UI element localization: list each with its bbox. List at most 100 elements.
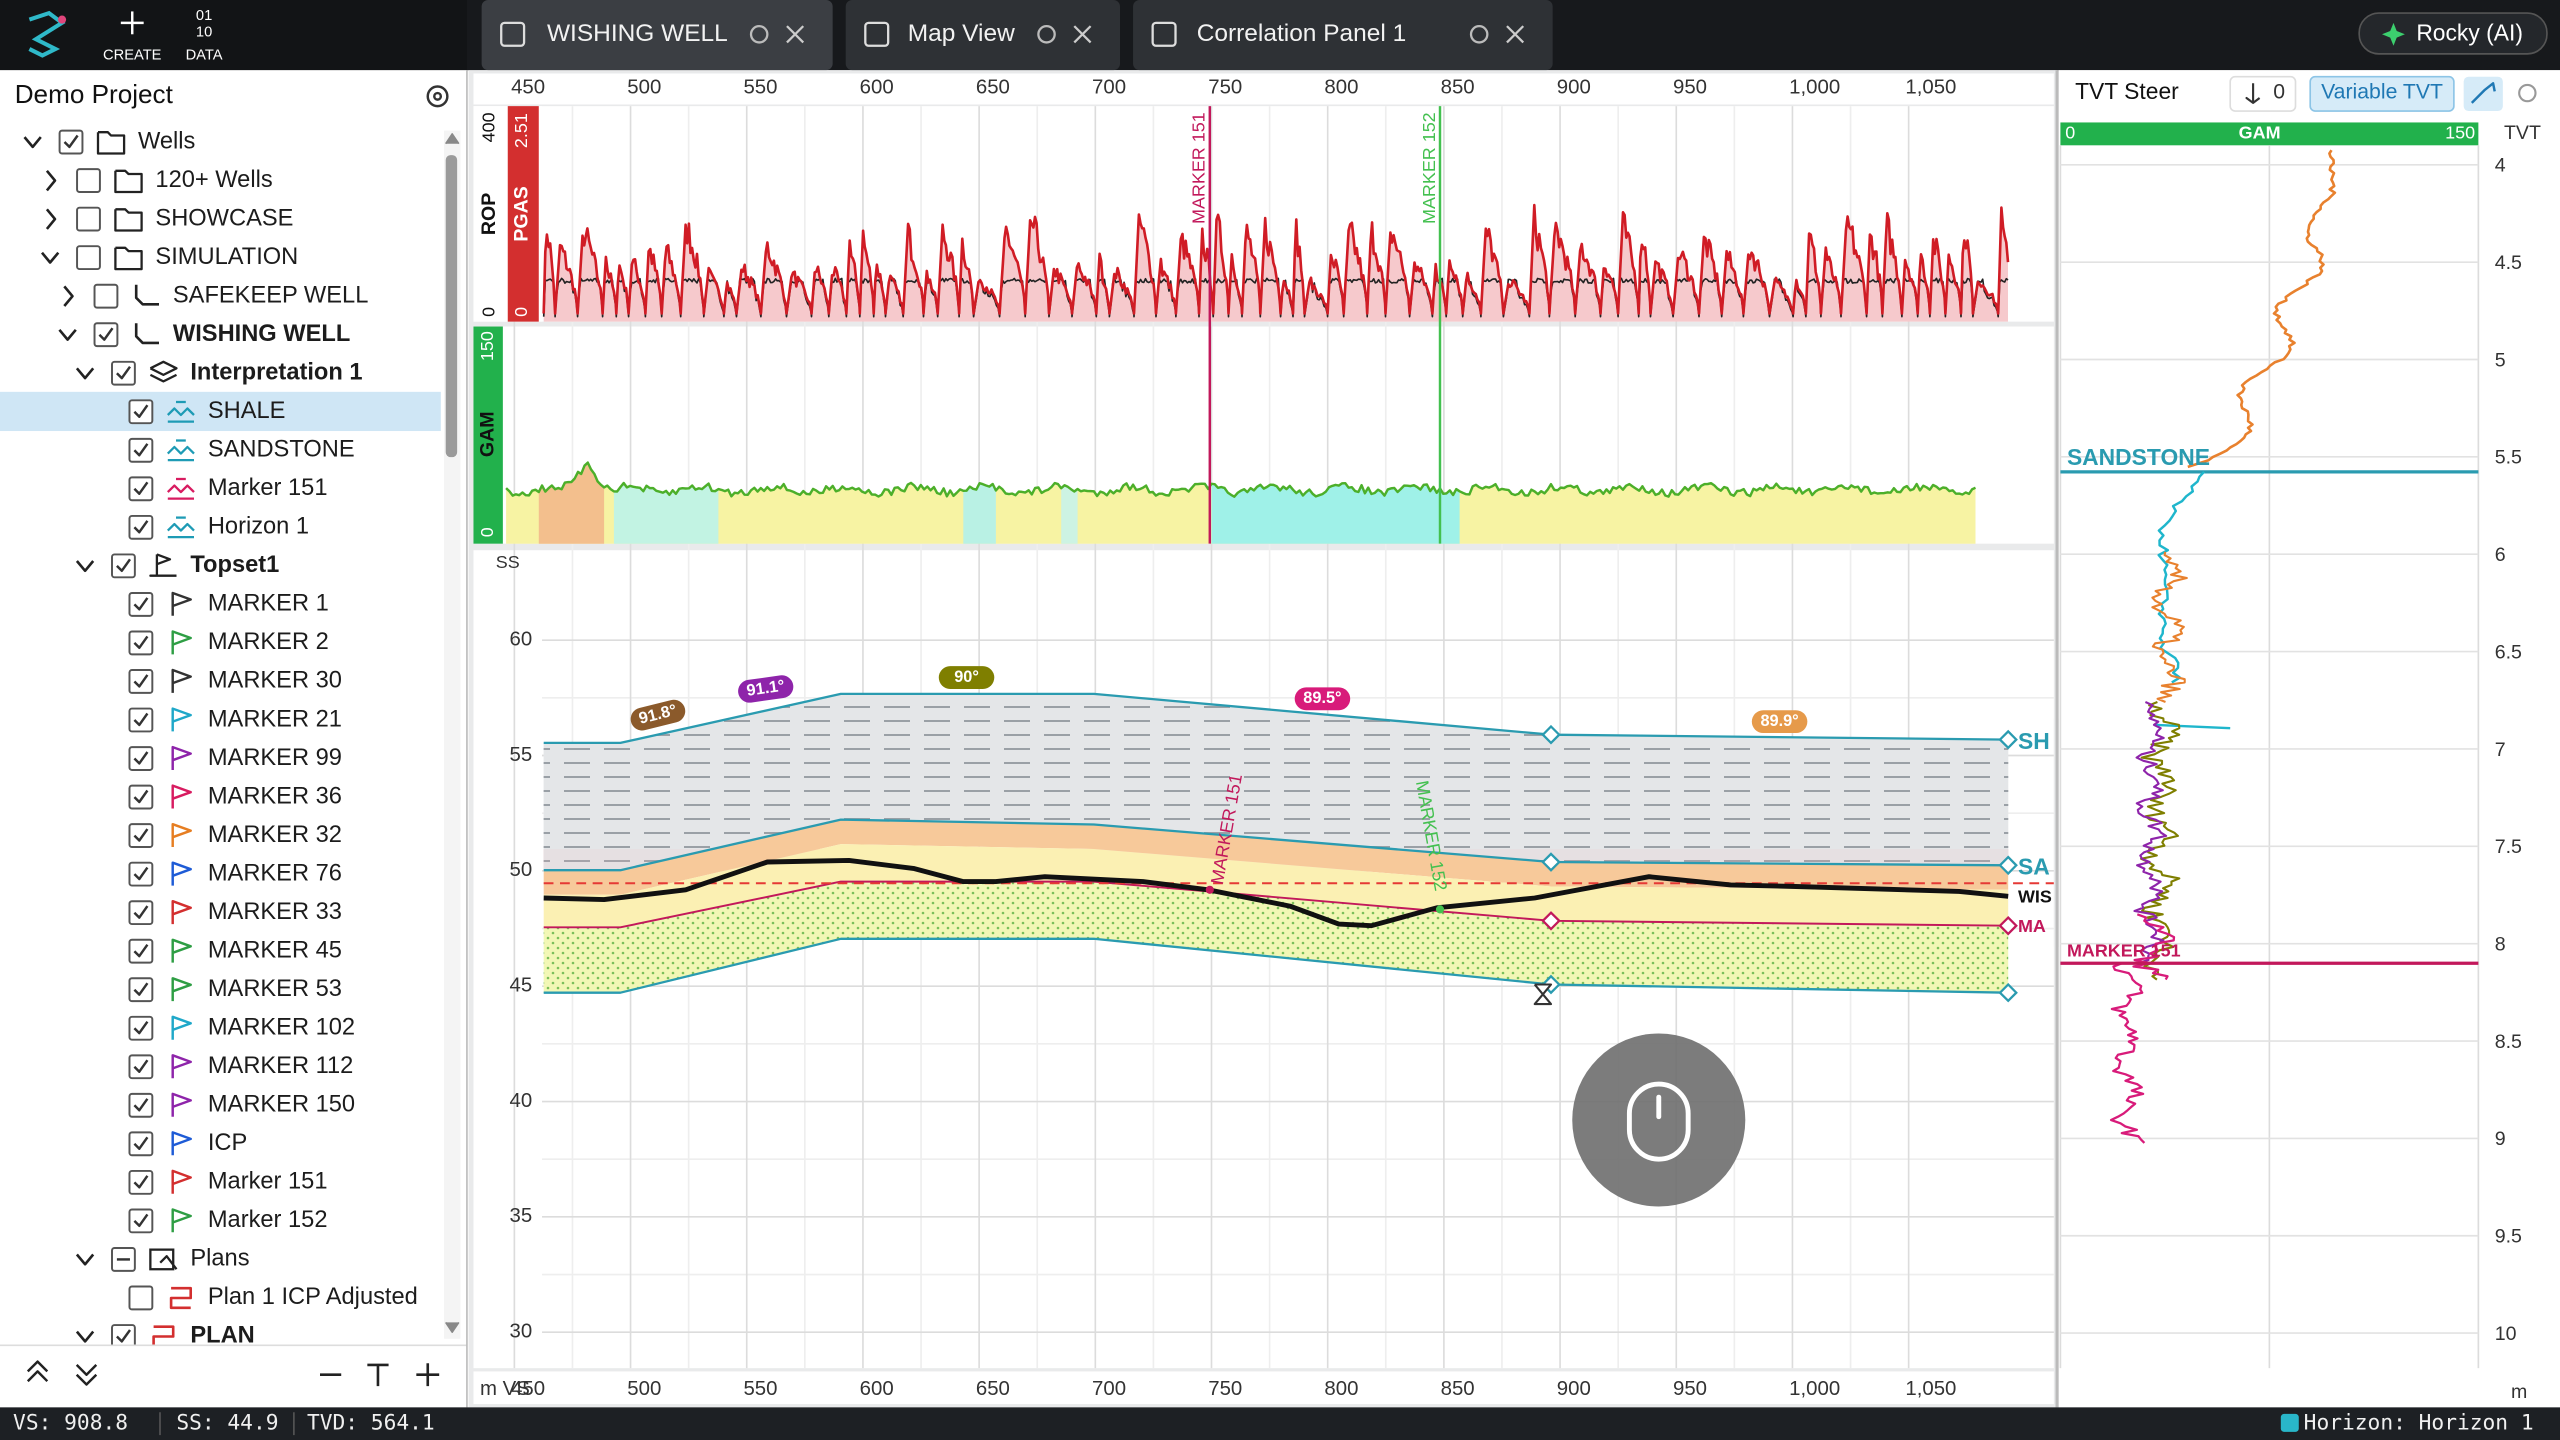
tree-item[interactable]: PLAN	[190, 1323, 254, 1349]
tree-checkbox[interactable]	[128, 630, 154, 656]
dip-pill[interactable]: 89.9°	[1751, 710, 1808, 734]
pick-tool[interactable]	[2463, 76, 2503, 112]
tree-checkbox[interactable]	[76, 245, 101, 271]
tree-checkbox[interactable]	[128, 1054, 154, 1080]
tree-chevron[interactable]	[63, 285, 74, 307]
data-button[interactable]: DATA	[186, 47, 223, 63]
app-logo[interactable]	[28, 10, 66, 58]
tree-item[interactable]: MARKER 99	[208, 745, 342, 771]
tree-item[interactable]: SIMULATION	[155, 244, 298, 270]
tree-checkbox[interactable]	[128, 514, 154, 540]
tree-chevron[interactable]	[45, 208, 57, 230]
control-point[interactable]	[1998, 915, 2018, 936]
tree-item[interactable]: SAFEKEEP WELL	[173, 282, 368, 308]
tree-checkbox[interactable]	[128, 977, 154, 1003]
tree-item[interactable]: SANDSTONE	[208, 437, 355, 463]
tree-item[interactable]: Marker 152	[208, 1207, 328, 1233]
tab-settings[interactable]	[749, 24, 769, 44]
tree-checkbox[interactable]	[93, 283, 119, 309]
ai-button[interactable]	[2358, 12, 2548, 55]
tab[interactable]	[1133, 0, 1553, 71]
create-button[interactable]: CREATE	[103, 47, 162, 63]
tree-chevron[interactable]	[58, 328, 77, 341]
tree-chevron[interactable]	[23, 136, 42, 149]
tree-checkbox[interactable]	[58, 129, 84, 155]
tree-item[interactable]: Topset1	[190, 552, 279, 578]
tree-checkbox[interactable]	[128, 707, 154, 733]
tree-item[interactable]: Plan 1 ICP Adjusted	[208, 1284, 418, 1310]
tree-item[interactable]: Horizon 1	[208, 514, 309, 540]
dip-pill[interactable]: 89.5°	[1294, 687, 1351, 711]
tree-checkbox[interactable]	[128, 437, 154, 463]
tab[interactable]	[481, 0, 833, 71]
tree-checkbox[interactable]	[128, 592, 154, 617]
tree-item[interactable]: MARKER 53	[208, 976, 342, 1002]
tree-item[interactable]: 120+ Wells	[155, 167, 272, 193]
mode-button[interactable]	[2309, 75, 2455, 112]
tree-checkbox[interactable]	[128, 746, 154, 771]
tree-checkbox[interactable]	[128, 1092, 154, 1118]
tree-item[interactable]: MARKER 2	[208, 629, 329, 655]
tab-title[interactable]: WISHING WELL	[547, 20, 728, 47]
tab-title[interactable]: Map View	[908, 20, 1015, 47]
tree-checkbox[interactable]	[128, 938, 154, 964]
tree-item[interactable]: Marker 151	[208, 475, 328, 501]
tree-checkbox[interactable]	[111, 553, 136, 579]
mode-button-label[interactable]: Variable TVT	[2321, 81, 2443, 104]
tree-item[interactable]: MARKER 150	[208, 1092, 355, 1118]
tree-checkbox[interactable]	[128, 784, 154, 810]
tree-checkbox[interactable]	[76, 168, 101, 193]
control-point[interactable]	[1541, 911, 1561, 931]
dip-pill[interactable]: 91.1°	[737, 674, 795, 704]
tree-chevron[interactable]	[45, 169, 57, 192]
tree-checkbox[interactable]	[128, 399, 154, 425]
control-point[interactable]	[1541, 724, 1561, 745]
tree-chevron[interactable]	[40, 251, 60, 264]
tree-item[interactable]: SHALE	[208, 398, 286, 424]
tree-checkbox[interactable]	[128, 669, 154, 694]
tree-item[interactable]: MARKER 21	[208, 706, 342, 732]
tree-checkbox[interactable]	[128, 1015, 154, 1041]
tree-item[interactable]: Wells	[138, 128, 195, 154]
control-point[interactable]	[1998, 855, 2018, 876]
tree-item[interactable]: WISHING WELL	[173, 321, 350, 347]
tree-checkbox[interactable]	[93, 322, 119, 348]
control-point[interactable]	[1541, 852, 1561, 872]
tree-checkbox[interactable]	[128, 900, 154, 926]
tree-chevron[interactable]	[75, 560, 95, 573]
tree-checkbox[interactable]	[76, 206, 101, 232]
control-point[interactable]	[1998, 729, 2018, 750]
tree-checkbox[interactable]	[111, 360, 136, 386]
tree-item[interactable]: ICP	[208, 1130, 247, 1156]
tree-checkbox[interactable]	[128, 1285, 154, 1311]
tree-item[interactable]: SHOWCASE	[155, 205, 293, 231]
tree-checkbox[interactable]	[128, 1131, 154, 1157]
tree-item[interactable]: MARKER 1	[208, 591, 329, 617]
tree-chevron[interactable]	[75, 367, 95, 380]
project-settings[interactable]	[426, 85, 449, 108]
tree-item[interactable]: Plans	[190, 1246, 249, 1272]
ai-button-label[interactable]: Rocky (AI)	[2416, 19, 2523, 45]
tree-item[interactable]: MARKER 30	[208, 668, 342, 694]
tree-chevron[interactable]	[75, 1330, 95, 1343]
tree-item[interactable]: MARKER 32	[208, 822, 342, 848]
link-tool[interactable]	[2518, 83, 2537, 103]
tree-item[interactable]: MARKER 76	[208, 860, 342, 886]
tab-settings[interactable]	[1469, 24, 1489, 44]
tree-checkbox[interactable]	[128, 1208, 154, 1234]
control-point[interactable]	[1998, 982, 2018, 1003]
dip-pill[interactable]: 90°	[938, 666, 995, 689]
tree-checkbox[interactable]	[128, 476, 154, 502]
tab-settings[interactable]	[1037, 24, 1056, 44]
tree-item[interactable]: Marker 151	[208, 1169, 328, 1195]
tab-title[interactable]: Correlation Panel 1	[1197, 20, 1406, 47]
tree-item[interactable]: MARKER 33	[208, 899, 342, 925]
tree-item[interactable]: Interpretation 1	[190, 359, 362, 385]
tab[interactable]	[845, 0, 1120, 71]
tree-checkbox[interactable]	[128, 861, 154, 887]
tree-chevron[interactable]	[75, 1253, 95, 1266]
tree-item[interactable]: MARKER 45	[208, 937, 342, 963]
tree-checkbox[interactable]	[128, 1169, 154, 1195]
tree-item[interactable]: MARKER 112	[208, 1053, 354, 1079]
tree-checkbox[interactable]	[128, 823, 154, 849]
